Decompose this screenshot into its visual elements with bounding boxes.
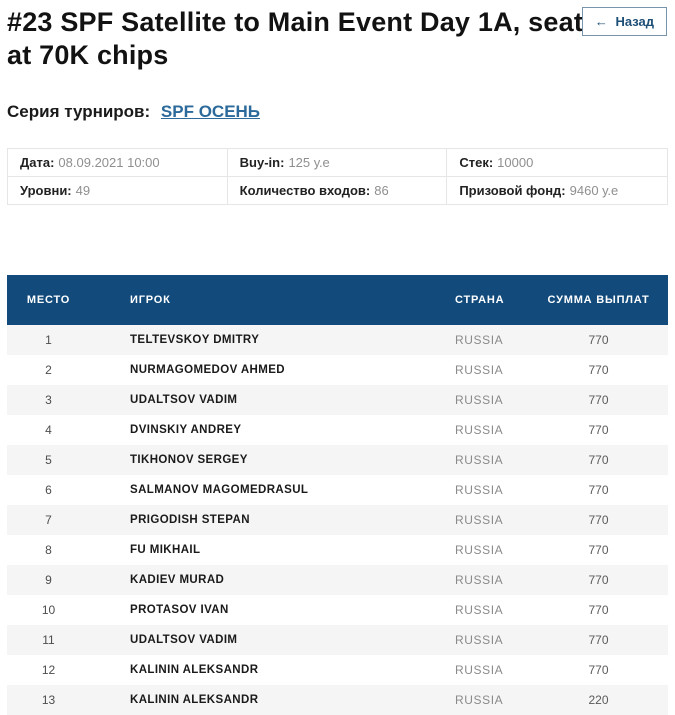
table-row: 1 TELTEVSKOY DMITRY RUSSIA 770 (7, 324, 668, 355)
series-link[interactable]: SPF ОСЕНЬ (160, 101, 261, 121)
info-label: Дата: (20, 154, 55, 170)
cell-player: UDALTSOV VADIM (130, 393, 238, 406)
table-row: 11 UDALTSOV VADIM RUSSIA 770 (7, 624, 668, 655)
cell-payout: 770 (588, 482, 609, 497)
results-header-row: МЕСТО ИГРОК СТРАНА СУММА ВЫПЛАТ (7, 274, 668, 325)
info-cell: Количество входов: 86 (228, 176, 448, 204)
cell-country: RUSSIA (455, 602, 504, 617)
page-header: #23 SPF Satellite to Main Event Day 1A, … (7, 6, 668, 72)
cell-country: RUSSIA (455, 632, 504, 647)
cell-player: FU MIKHAIL (130, 543, 201, 556)
table-row: 9 KADIEV MURAD RUSSIA 770 (7, 564, 668, 595)
info-value: 10000 (497, 154, 534, 170)
cell-place: 4 (45, 422, 52, 437)
cell-payout: 770 (588, 452, 609, 467)
cell-player: TELTEVSKOY DMITRY (130, 333, 260, 346)
info-cell: Стек: 10000 (447, 149, 667, 177)
cell-place: 12 (41, 662, 56, 677)
cell-country: RUSSIA (455, 452, 504, 467)
cell-player: TIKHONOV SERGEY (130, 453, 248, 466)
cell-player: SALMANOV MAGOMEDRASUL (130, 483, 309, 496)
info-table: Дата: 08.09.2021 10:00 Buy-in: 125 у.е Сте… (7, 147, 668, 205)
column-header-payout: СУММА ВЫПЛАТ (547, 293, 650, 306)
cell-place: 7 (45, 512, 52, 527)
info-label: Призовой фонд: (459, 182, 566, 198)
cell-payout: 770 (588, 422, 609, 437)
cell-place: 8 (45, 542, 52, 557)
cell-country: RUSSIA (455, 662, 504, 677)
results-body: 1 TELTEVSKOY DMITRY RUSSIA 770 2 NURMAGO… (7, 324, 668, 715)
back-button[interactable]: ← Назад (581, 7, 667, 36)
table-row: 2 NURMAGOMEDOV AHMED RUSSIA 770 (7, 354, 668, 385)
cell-payout: 770 (588, 512, 609, 527)
cell-country: RUSSIA (455, 482, 504, 497)
cell-payout: 770 (588, 662, 609, 677)
table-row: 3 UDALTSOV VADIM RUSSIA 770 (7, 384, 668, 415)
cell-payout: 770 (588, 332, 609, 347)
cell-player: UDALTSOV VADIM (130, 633, 238, 646)
cell-payout: 770 (588, 632, 609, 647)
table-row: 5 TIKHONOV SERGEY RUSSIA 770 (7, 444, 668, 475)
cell-country: RUSSIA (455, 512, 504, 527)
cell-country: RUSSIA (455, 572, 504, 587)
cell-player: PROTASOV IVAN (130, 603, 229, 616)
cell-payout: 770 (588, 362, 609, 377)
info-cell: Уровни: 49 (8, 176, 228, 204)
cell-country: RUSSIA (455, 422, 504, 437)
cell-player: KALININ ALEKSANDR (130, 663, 259, 676)
table-row: 12 KALININ ALEKSANDR RUSSIA 770 (7, 654, 668, 685)
back-arrow-icon: ← (594, 14, 608, 29)
cell-payout: 770 (588, 602, 609, 617)
info-label: Количество входов: (239, 182, 371, 198)
cell-country: RUSSIA (455, 542, 504, 557)
info-cell: Призовой фонд: 9460 у.е (447, 177, 667, 204)
cell-payout: 770 (588, 392, 609, 407)
info-cell: Buy-in: 125 у.е (227, 148, 448, 177)
table-row: 7 PRIGODISH STEPAN RUSSIA 770 (7, 504, 668, 535)
cell-player: NURMAGOMEDOV AHMED (130, 363, 285, 376)
cell-place: 6 (45, 482, 52, 497)
results-table: МЕСТО ИГРОК СТРАНА СУММА ВЫПЛАТ 1 TELTEV… (7, 274, 668, 715)
cell-country: RUSSIA (455, 362, 504, 377)
cell-country: RUSSIA (455, 392, 504, 407)
info-label: Buy-in: (239, 154, 285, 170)
table-row: 4 DVINSKIY ANDREY RUSSIA 770 (7, 414, 668, 445)
cell-place: 10 (41, 602, 56, 617)
series-line: Серия турниров: SPF ОСЕНЬ (7, 102, 668, 122)
cell-place: 3 (45, 392, 52, 407)
back-button-label: Назад (615, 14, 654, 29)
cell-place: 9 (45, 572, 52, 587)
column-header-player: ИГРОК (130, 293, 171, 306)
info-label: Стек: (459, 154, 494, 170)
table-row: 10 PROTASOV IVAN RUSSIA 770 (7, 594, 668, 625)
info-value: 125 у.е (288, 154, 330, 170)
page-title: #23 SPF Satellite to Main Event Day 1A, … (7, 7, 584, 70)
table-row: 6 SALMANOV MAGOMEDRASUL RUSSIA 770 (7, 474, 668, 505)
cell-payout: 770 (588, 572, 609, 587)
column-header-country: СТРАНА (455, 293, 505, 306)
cell-player: KADIEV MURAD (130, 573, 225, 586)
info-cell: Дата: 08.09.2021 10:00 (8, 148, 228, 177)
column-header-place: МЕСТО (26, 293, 71, 306)
info-label: Уровни: (20, 182, 72, 198)
cell-payout: 770 (588, 542, 609, 557)
cell-place: 2 (45, 362, 52, 377)
info-value: 08.09.2021 10:00 (58, 154, 160, 170)
table-row: 8 FU MIKHAIL RUSSIA 770 (7, 534, 668, 565)
cell-player: DVINSKIY ANDREY (130, 423, 242, 436)
cell-place: 1 (45, 332, 52, 347)
cell-place: 5 (45, 452, 52, 467)
cell-place: 11 (42, 632, 55, 647)
cell-player: PRIGODISH STEPAN (130, 513, 250, 526)
info-value: 9460 у.е (569, 182, 619, 198)
series-label: Серия турниров: (7, 101, 151, 121)
info-value: 49 (75, 182, 91, 198)
info-value: 86 (374, 182, 389, 198)
cell-country: RUSSIA (455, 332, 504, 347)
